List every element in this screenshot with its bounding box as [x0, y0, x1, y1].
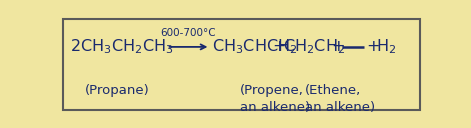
Text: (Propene,
an alkene): (Propene, an alkene) [240, 84, 310, 114]
Text: +: + [366, 39, 380, 54]
Text: +: + [331, 39, 344, 54]
Text: (Ethene,
an alkene): (Ethene, an alkene) [305, 84, 375, 114]
Text: $\mathregular{H_2}$: $\mathregular{H_2}$ [376, 38, 396, 56]
Text: (Propane): (Propane) [84, 84, 149, 97]
Text: $\mathregular{CH_2CH_2}$: $\mathregular{CH_2CH_2}$ [284, 38, 346, 56]
Text: $\mathregular{2CH_3CH_2CH_3}$: $\mathregular{2CH_3CH_2CH_3}$ [70, 38, 173, 56]
FancyBboxPatch shape [63, 19, 420, 110]
Text: $\mathregular{CH_3CHCH_2}$: $\mathregular{CH_3CHCH_2}$ [212, 38, 298, 56]
Text: 600-700°C: 600-700°C [161, 28, 216, 38]
Text: +: + [272, 39, 286, 54]
